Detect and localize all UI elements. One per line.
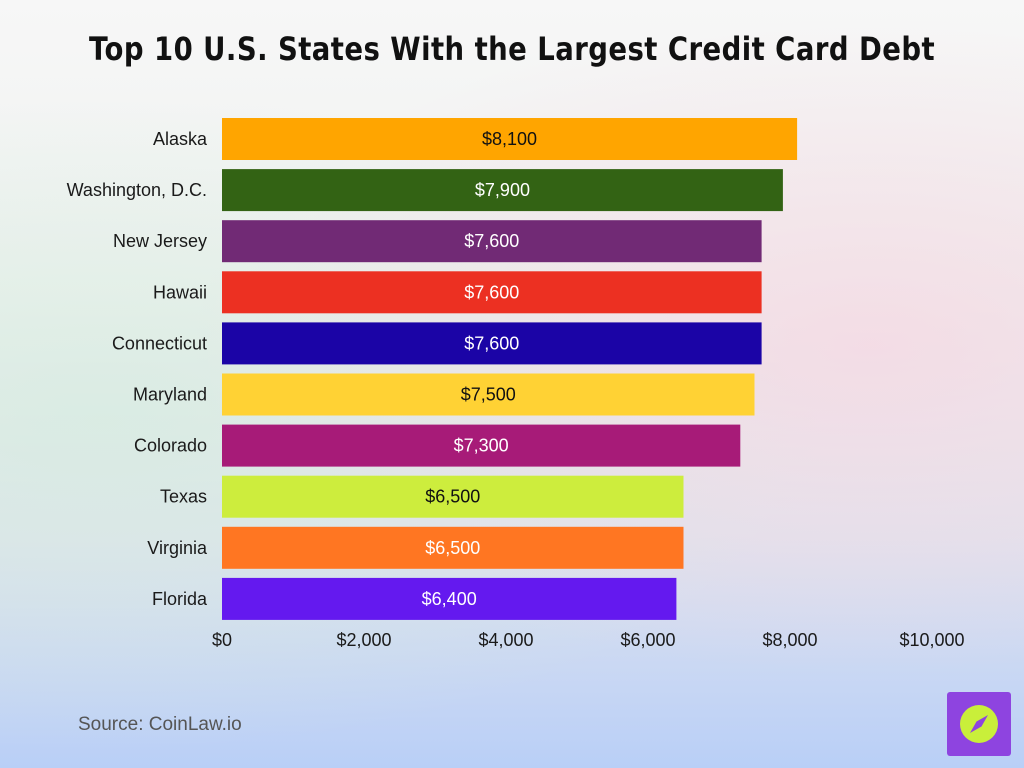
data-label: $7,600 <box>464 333 519 353</box>
category-label: Florida <box>152 589 208 609</box>
compass-icon <box>960 705 998 743</box>
category-label: Alaska <box>153 129 208 149</box>
category-label: Hawaii <box>153 282 207 302</box>
category-label: Colorado <box>134 436 207 456</box>
data-label: $7,900 <box>475 180 530 200</box>
category-label: Connecticut <box>112 333 207 353</box>
logo-badge <box>947 692 1011 756</box>
x-tick-label: $2,000 <box>336 630 391 650</box>
data-label: $7,500 <box>461 385 516 405</box>
category-label: New Jersey <box>113 231 207 251</box>
chart-title: Top 10 U.S. States With the Largest Cred… <box>88 30 936 68</box>
x-tick-label: $8,000 <box>762 630 817 650</box>
x-tick-label: $0 <box>212 630 232 650</box>
source-note: Source: CoinLaw.io <box>78 714 242 735</box>
data-label: $7,600 <box>464 231 519 251</box>
data-label: $6,500 <box>425 538 480 558</box>
bar <box>222 424 741 467</box>
category-label: Texas <box>160 487 207 507</box>
bar <box>222 373 755 416</box>
data-label: $6,500 <box>425 487 480 507</box>
data-label: $7,600 <box>464 282 519 302</box>
bar <box>222 220 762 263</box>
bar <box>222 322 762 365</box>
bar <box>222 118 798 160</box>
category-label: Maryland <box>133 385 207 405</box>
data-label: $8,100 <box>482 129 537 149</box>
x-tick-label: $6,000 <box>620 630 675 650</box>
x-tick-label: $4,000 <box>478 630 533 650</box>
category-label: Virginia <box>147 538 208 558</box>
bar <box>222 526 684 569</box>
bar <box>222 577 677 620</box>
data-label: $7,300 <box>454 436 509 456</box>
category-label: Washington, D.C. <box>67 180 207 200</box>
data-label: $6,400 <box>422 589 477 609</box>
bar <box>222 475 684 518</box>
x-tick-label: $10,000 <box>899 630 964 650</box>
bar <box>222 271 762 314</box>
bar <box>222 169 783 212</box>
